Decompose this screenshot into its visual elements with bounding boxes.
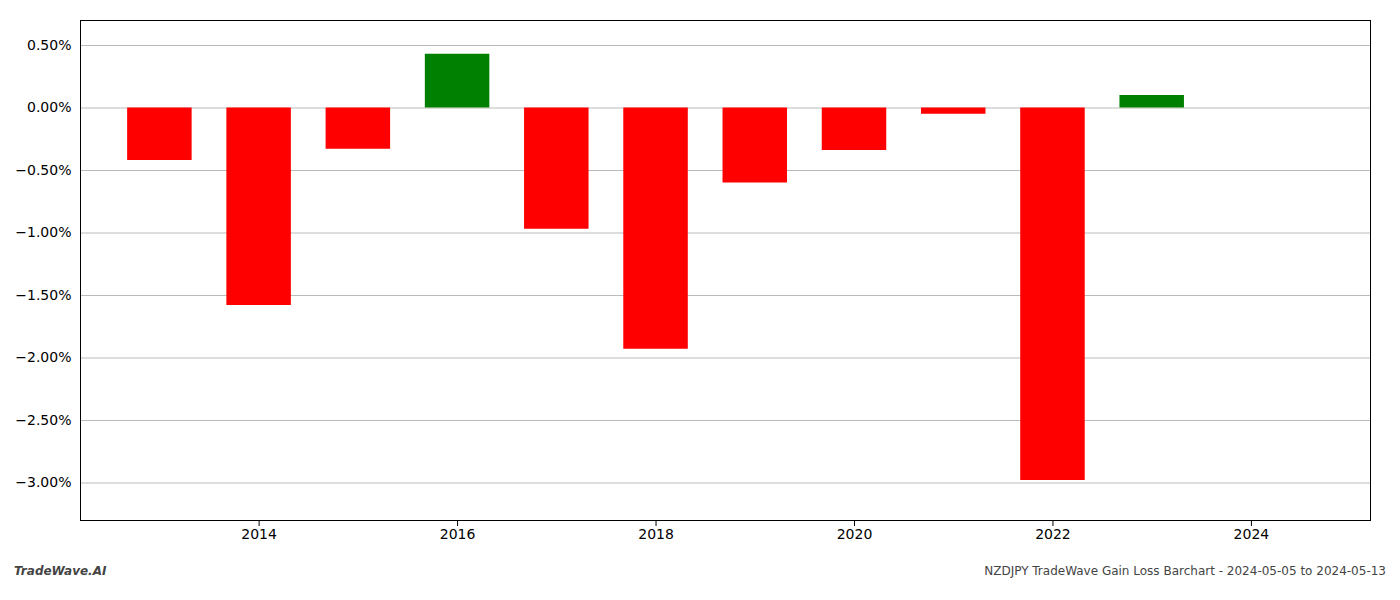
svg-text:0.00%: 0.00% <box>27 99 71 115</box>
svg-text:−1.50%: −1.50% <box>15 287 71 303</box>
svg-text:2024: 2024 <box>1234 526 1270 542</box>
html-text:TradeWave.AI: TradeWave.AI <box>14 564 107 578</box>
svg-text:2022: 2022 <box>1035 526 1071 542</box>
svg-text:−3.00%: −3.00% <box>15 474 71 490</box>
svg-text:2018: 2018 <box>638 526 674 542</box>
svg-text:−0.50%: −0.50% <box>15 162 71 178</box>
svg-text:2014: 2014 <box>241 526 277 542</box>
html-text:NZDJPY TradeWave Gain Loss Bar: NZDJPY TradeWave Gain Loss Barchart - 20… <box>984 564 1386 578</box>
svg-text:0.50%: 0.50% <box>27 37 71 53</box>
svg-text:−1.00%: −1.00% <box>15 224 71 240</box>
svg-text:−2.00%: −2.00% <box>15 349 71 365</box>
svg-text:2020: 2020 <box>837 526 873 542</box>
svg-text:2016: 2016 <box>440 526 476 542</box>
svg-text:−2.50%: −2.50% <box>15 412 71 428</box>
